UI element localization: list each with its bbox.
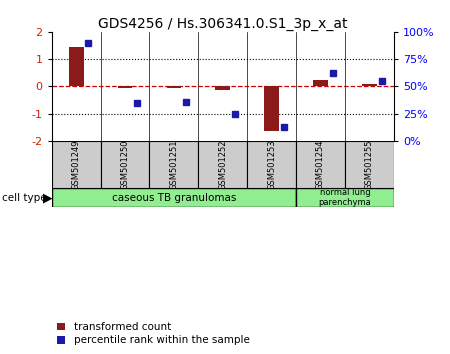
- Bar: [296, 188, 394, 207]
- Bar: [118, 86, 132, 88]
- Bar: [198, 141, 247, 188]
- Bar: [149, 141, 198, 188]
- Text: GSM501250: GSM501250: [121, 139, 130, 190]
- Bar: [69, 47, 84, 86]
- Bar: [52, 141, 101, 188]
- Text: GSM501255: GSM501255: [365, 139, 374, 190]
- Bar: [52, 188, 296, 207]
- Bar: [296, 141, 345, 188]
- Text: ▶: ▶: [43, 191, 52, 204]
- Legend: transformed count, percentile rank within the sample: transformed count, percentile rank withi…: [57, 322, 249, 345]
- Text: GSM501254: GSM501254: [316, 139, 325, 190]
- Text: GSM501251: GSM501251: [169, 139, 178, 190]
- Bar: [362, 84, 377, 86]
- Bar: [264, 86, 279, 131]
- Text: normal lung
parenchyma: normal lung parenchyma: [319, 188, 371, 207]
- Bar: [247, 141, 296, 188]
- Text: GSM501249: GSM501249: [72, 139, 81, 190]
- Bar: [166, 86, 181, 88]
- Bar: [216, 86, 230, 90]
- Text: GSM501253: GSM501253: [267, 139, 276, 190]
- Title: GDS4256 / Hs.306341.0.S1_3p_x_at: GDS4256 / Hs.306341.0.S1_3p_x_at: [98, 17, 347, 31]
- Bar: [313, 80, 328, 86]
- Bar: [101, 141, 149, 188]
- Bar: [345, 141, 394, 188]
- Text: cell type: cell type: [2, 193, 47, 203]
- Text: GSM501252: GSM501252: [218, 139, 227, 190]
- Text: caseous TB granulomas: caseous TB granulomas: [112, 193, 236, 203]
